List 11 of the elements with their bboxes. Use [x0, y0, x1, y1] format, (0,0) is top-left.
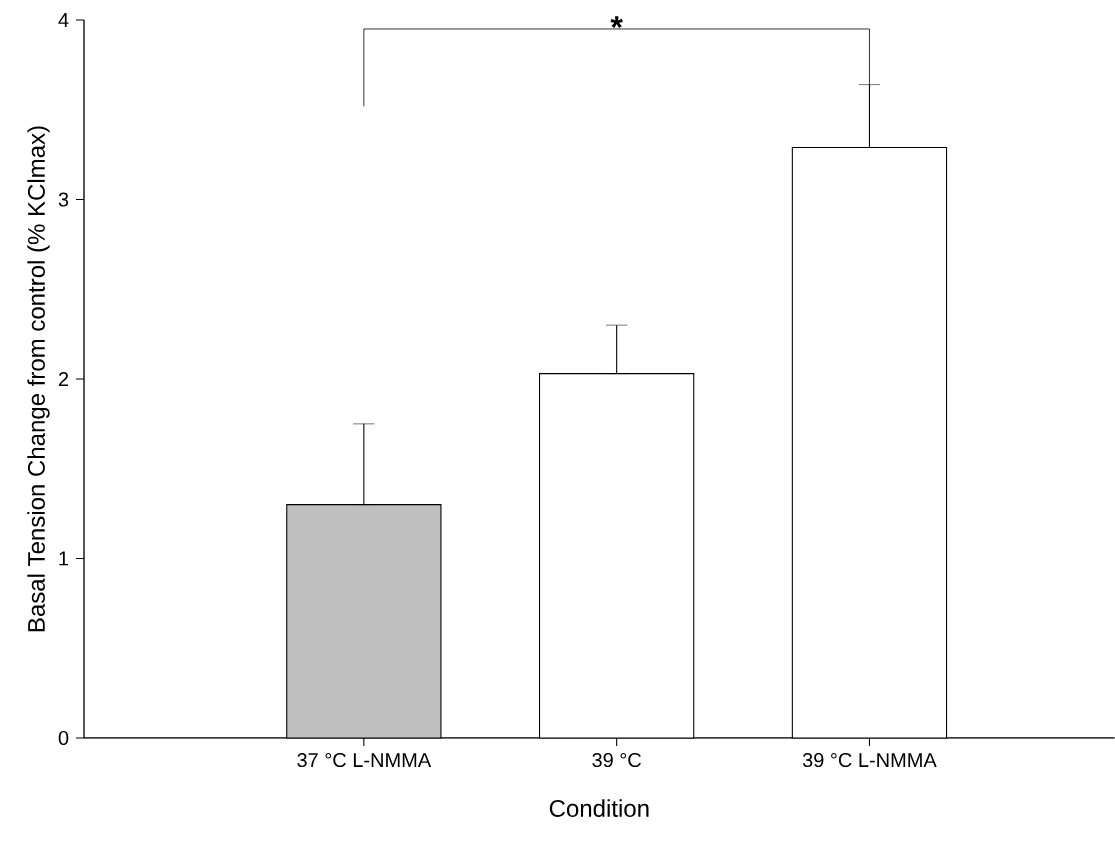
y-tick-label: 4: [58, 13, 69, 27]
x-axis-title: Condition: [549, 799, 649, 817]
y-tick-label: 3: [58, 192, 69, 207]
y-axis-title: Basal Tension Change from control (% KClmax): [27, 126, 50, 632]
y-tick-label: 1: [59, 551, 69, 566]
x-tick-label: 39 °C: [592, 752, 641, 768]
annotation: *: [610, 16, 623, 29]
y-tick-label: 2: [58, 372, 69, 386]
x-tick-label: 37 °C L-NMMA: [297, 752, 432, 768]
y-tick-label: 0: [58, 730, 69, 746]
x-tick-label: 39 °C L-NMMA: [802, 752, 937, 768]
